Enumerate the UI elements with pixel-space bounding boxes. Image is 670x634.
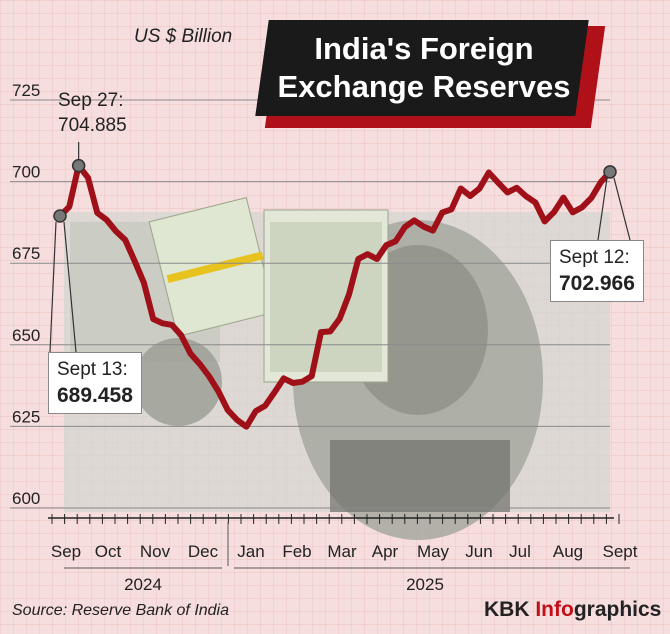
x-tick-label: Jun (465, 542, 492, 561)
x-tick-label: Jan (237, 542, 264, 561)
brand-part-3: graphics (573, 598, 662, 621)
data-point-marker (71, 158, 86, 173)
brand-logo: KBK Infographics (484, 598, 661, 622)
x-tick-label: Sept (603, 542, 638, 561)
leader-end (597, 177, 631, 241)
annotation-start: Sept 13: 689.458 (48, 352, 142, 414)
x-axis: Sep Oct Nov Dec Jan Feb Mar Apr May Jun Jul Aug Sept… (48, 514, 638, 594)
annotation-start-label: Sept 13: (57, 359, 128, 380)
unit-label: US $ Billion (134, 26, 233, 47)
x-tick-label: Apr (372, 542, 399, 561)
year-label: 2024 (124, 575, 162, 594)
callout-leaders (49, 142, 631, 353)
x-tick-label: May (417, 542, 450, 561)
leader-start (49, 221, 77, 353)
y-tick-label: 700 (12, 163, 40, 182)
major-grid (10, 99, 610, 509)
x-tick-label: Feb (282, 542, 311, 561)
x-tick-label: Mar (327, 542, 357, 561)
annotation-end-value: 702.966 (559, 272, 635, 295)
year-label: 2025 (406, 575, 444, 594)
x-tick-label: Nov (140, 542, 171, 561)
brand-part-1: KBK (484, 598, 536, 621)
annotation-peak-label: Sep 27: (58, 90, 124, 111)
x-tick-label: Oct (95, 542, 122, 561)
annotation-peak: Sep 27: 704.885 (58, 88, 127, 138)
data-point-marker (53, 209, 67, 223)
x-tick-label: Jul (509, 542, 531, 561)
chart-title: India's Foreign Exchange Reserves (262, 30, 586, 106)
annotation-start-value: 689.458 (57, 384, 133, 407)
data-point-marker (603, 165, 617, 179)
annotation-end-label: Sept 12: (559, 247, 630, 268)
y-tick-label: 600 (12, 489, 40, 508)
y-tick-label: 675 (12, 244, 40, 263)
title-line-2: Exchange Reserves (277, 69, 571, 104)
annotation-peak-value: 704.885 (58, 115, 127, 136)
y-tick-label: 650 (12, 326, 40, 345)
series-line-reserves (57, 162, 613, 430)
annotation-end: Sept 12: 702.966 (550, 240, 644, 302)
x-tick-label: Dec (188, 542, 219, 561)
source-note: Source: Reserve Bank of India (12, 602, 230, 619)
x-tick-label: Sep (51, 542, 81, 561)
y-axis: 600 625 650 675 700 725 (12, 81, 40, 508)
title-line-1: India's Foreign (314, 31, 534, 66)
x-tick-label: Aug (553, 542, 583, 561)
y-tick-label: 625 (12, 407, 40, 426)
data-markers (53, 158, 617, 223)
brand-part-2: Info (535, 598, 574, 621)
title-panel: India's Foreign Exchange Reserves (255, 20, 606, 128)
y-tick-label: 725 (12, 81, 40, 100)
cash-roll-illustration (148, 197, 389, 383)
